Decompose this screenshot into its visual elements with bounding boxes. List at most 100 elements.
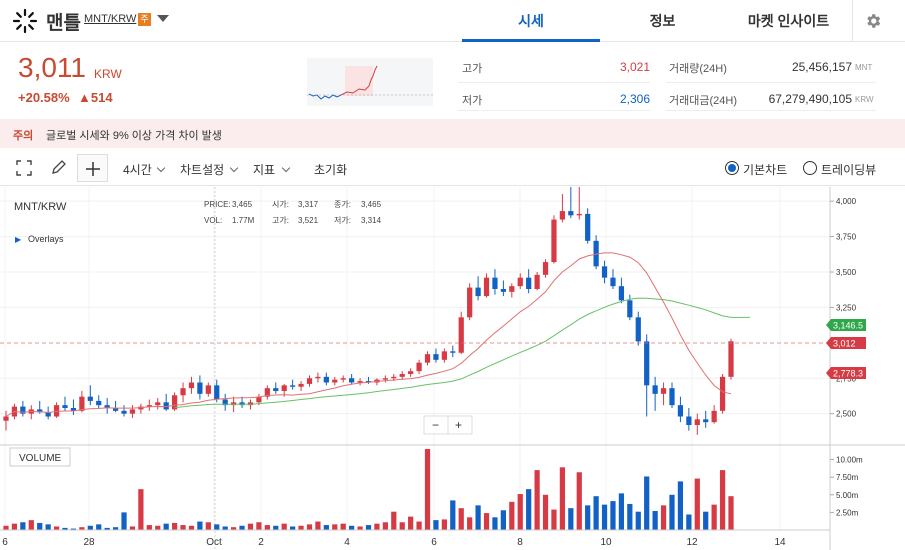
candle-body bbox=[391, 376, 397, 379]
ma-short-line bbox=[5, 252, 732, 417]
x-tick-label: 12 bbox=[686, 537, 698, 548]
tab-price[interactable]: 시세 bbox=[518, 13, 544, 29]
indicators-select[interactable]: 지표 bbox=[253, 163, 276, 177]
pair-link[interactable]: MNT/KRW bbox=[84, 13, 137, 25]
volume-bar bbox=[467, 517, 473, 530]
volume-bar bbox=[222, 526, 228, 530]
tradingview-radio[interactable] bbox=[803, 161, 817, 175]
overlays-label[interactable]: Overlays bbox=[28, 234, 64, 244]
basic-chart-label: 기본차트 bbox=[743, 163, 788, 177]
divider bbox=[666, 82, 876, 83]
candle-body bbox=[408, 371, 414, 374]
volume-bar bbox=[28, 520, 34, 530]
volume-bar bbox=[273, 525, 279, 530]
crosshair-button[interactable] bbox=[77, 154, 108, 182]
chart-grid bbox=[0, 187, 830, 530]
x-tick-label: 14 bbox=[774, 537, 786, 548]
candle-body bbox=[467, 287, 473, 318]
interval-select[interactable]: 4시간 bbox=[123, 163, 152, 177]
candle-body bbox=[171, 395, 178, 410]
candle-body bbox=[433, 354, 439, 360]
candle-body bbox=[281, 385, 287, 391]
candle-body bbox=[660, 388, 667, 394]
volume-bar bbox=[180, 525, 186, 530]
candle-body bbox=[644, 341, 650, 386]
tab-market-insight[interactable]: 마켓 인사이트 bbox=[747, 13, 830, 29]
candle-body bbox=[231, 402, 237, 406]
chevron-down-icon bbox=[156, 163, 166, 173]
x-tick-label: 28 bbox=[83, 537, 95, 548]
high-label: 고가 bbox=[462, 63, 483, 75]
candle-body bbox=[382, 378, 388, 380]
amount-value: 67,279,490,105 bbox=[768, 92, 852, 106]
candle-body bbox=[635, 317, 641, 342]
volume-bar bbox=[37, 522, 43, 530]
candle-body bbox=[450, 351, 456, 353]
chevron-down-icon bbox=[229, 163, 239, 173]
candle-body bbox=[87, 396, 93, 401]
y-tick-label: 2,500 bbox=[836, 410, 857, 419]
volume-bar bbox=[306, 524, 313, 530]
candle-body bbox=[694, 419, 700, 425]
volume-bar bbox=[129, 526, 136, 530]
overlays-toggle-icon[interactable]: ▶ bbox=[15, 235, 22, 244]
volume-bar bbox=[112, 527, 119, 530]
candle-body bbox=[20, 406, 26, 414]
volume-bar bbox=[332, 524, 338, 530]
zoom-out-button[interactable]: − bbox=[432, 418, 439, 432]
coin-select-dropdown-icon[interactable] bbox=[157, 15, 169, 22]
candle-body bbox=[273, 388, 279, 391]
basic-chart-radio[interactable] bbox=[725, 161, 739, 175]
volume-bar bbox=[416, 521, 422, 530]
volume-bar bbox=[155, 525, 161, 530]
volume-bar bbox=[231, 527, 237, 530]
svg-text:2,778.3: 2,778.3 bbox=[833, 369, 863, 379]
volume-bar bbox=[703, 511, 709, 530]
settings-button[interactable] bbox=[852, 0, 905, 42]
draw-pencil-icon[interactable] bbox=[50, 159, 67, 176]
candle-body bbox=[669, 388, 675, 406]
candle-body bbox=[129, 409, 136, 414]
candle-body bbox=[239, 402, 245, 406]
volume-bar bbox=[256, 522, 262, 530]
volume-bar bbox=[660, 505, 667, 530]
zoom-in-button[interactable]: + bbox=[455, 418, 462, 432]
volume-tick-label: 2.50m bbox=[836, 508, 859, 517]
volume-bar bbox=[492, 517, 498, 530]
candle-body bbox=[416, 362, 422, 372]
chevron-down-icon bbox=[281, 163, 291, 173]
volume-bar bbox=[121, 512, 127, 530]
gear-icon bbox=[867, 14, 881, 28]
tab-info[interactable]: 정보 bbox=[649, 13, 676, 29]
candle-body bbox=[45, 412, 51, 417]
change-amount: ▲514 bbox=[78, 90, 113, 105]
volume-unit: MNT bbox=[855, 63, 873, 72]
volume-bar bbox=[408, 516, 414, 530]
chart-settings-select[interactable]: 차트설정 bbox=[180, 163, 225, 177]
high-value: 3,521 bbox=[298, 216, 319, 225]
candle-body bbox=[441, 351, 447, 360]
volume-bar bbox=[551, 509, 557, 530]
tradingview-label: 트레이딩뷰 bbox=[821, 163, 877, 177]
volume-bar bbox=[391, 511, 397, 530]
volume-bar bbox=[458, 508, 464, 530]
reset-button[interactable]: 초기화 bbox=[314, 163, 348, 177]
amount-unit: KRW bbox=[855, 95, 874, 104]
volume-bar bbox=[205, 522, 211, 530]
low-label: 저가 bbox=[462, 95, 483, 107]
candle-body bbox=[323, 376, 329, 383]
chart-toolbar: 4시간 차트설정 지표 초기화 기본차트 트레이딩뷰 bbox=[0, 150, 905, 186]
candle-body bbox=[627, 300, 633, 318]
divider bbox=[666, 110, 876, 111]
coin-name: 맨틀 bbox=[46, 13, 81, 34]
mantle-logo-icon bbox=[12, 8, 38, 34]
volume-bar bbox=[239, 525, 245, 530]
volume-bar bbox=[62, 527, 68, 530]
x-tick-label: 8 bbox=[517, 537, 523, 548]
y-tick-label: 3,250 bbox=[836, 303, 857, 312]
volume-bar bbox=[171, 522, 178, 530]
candle-body bbox=[542, 262, 549, 275]
fullscreen-icon[interactable] bbox=[16, 160, 32, 176]
